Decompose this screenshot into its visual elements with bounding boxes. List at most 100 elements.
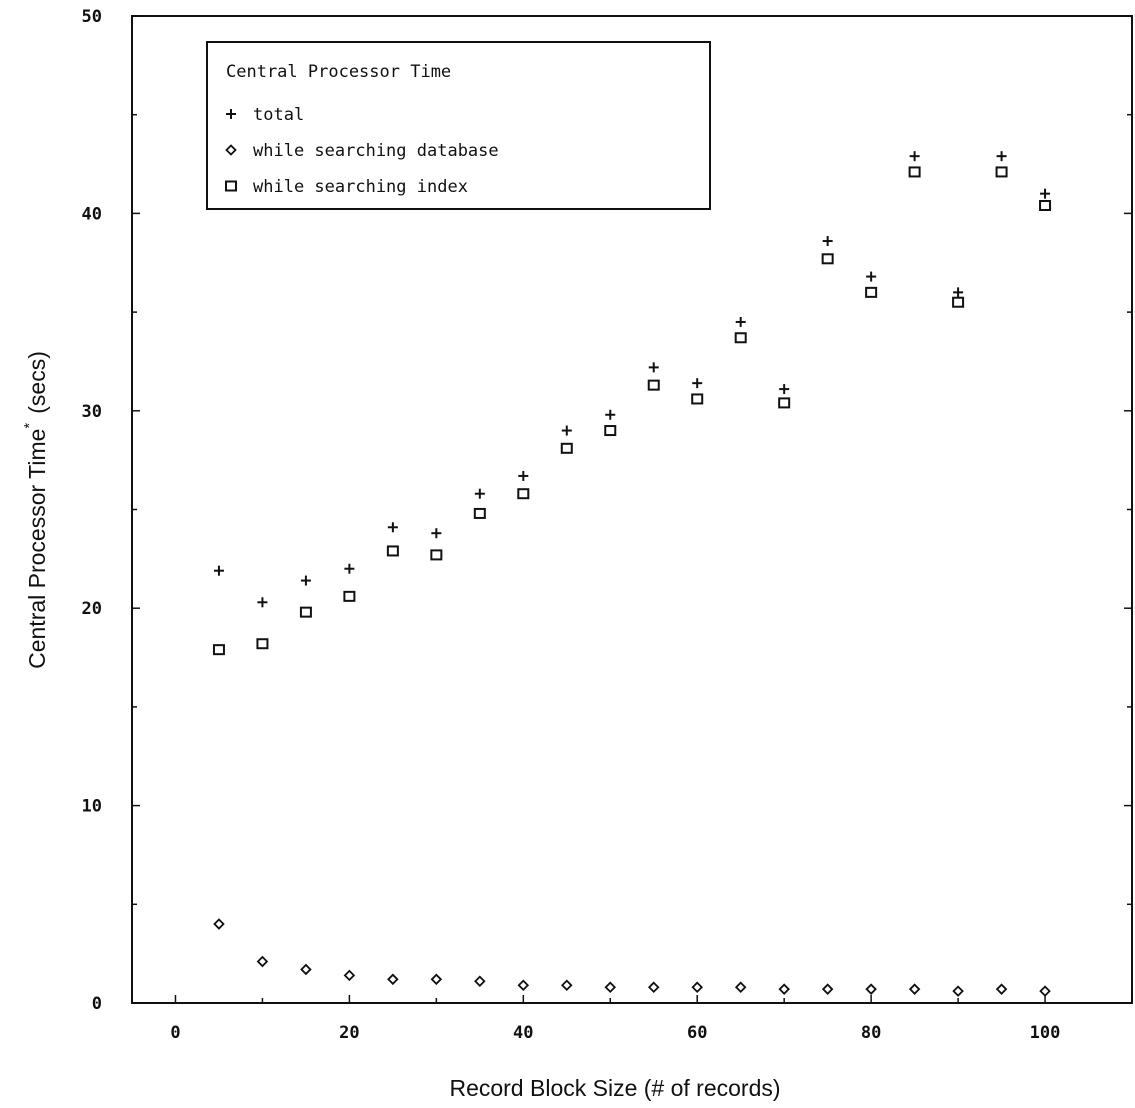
total-point	[735, 316, 746, 327]
index-point	[995, 166, 1008, 178]
index-point	[343, 590, 356, 602]
database-point	[995, 983, 1008, 995]
legend: Central Processor Time total while searc…	[206, 41, 711, 210]
x-axis-title: Record Block Size (# of records)	[449, 1075, 780, 1101]
total-point	[561, 425, 572, 436]
y-tick-label: 20	[82, 599, 102, 619]
index-point	[647, 379, 660, 391]
index-point	[212, 644, 225, 656]
index-point	[430, 549, 443, 561]
total-point	[474, 488, 485, 499]
y-axis-tick-labels: 0 10 20 30 40 50	[82, 7, 102, 1014]
database-point	[387, 973, 399, 986]
legend-plus-glyph	[226, 109, 236, 119]
total-point	[300, 575, 311, 586]
y-tick-label: 0	[92, 994, 102, 1014]
total-point	[431, 528, 442, 539]
legend-diamond-marker-icon	[225, 144, 237, 156]
index-point	[256, 638, 269, 650]
legend-square-glyph	[225, 180, 237, 192]
total-point	[866, 271, 877, 282]
x-tick-label: 20	[339, 1023, 359, 1043]
legend-title: Central Processor Time	[226, 62, 451, 82]
y-axis-title-unit: (secs)	[24, 351, 50, 414]
database-point	[213, 918, 225, 930]
total-point	[518, 470, 529, 481]
database-point	[734, 981, 747, 993]
x-tick-label: 40	[513, 1023, 533, 1043]
database-point	[952, 985, 964, 997]
database-point	[430, 973, 443, 986]
legend-item-index: while searching index	[225, 177, 468, 197]
database-point	[474, 975, 486, 988]
index-point	[1039, 200, 1052, 212]
legend-label-database: while searching database	[253, 141, 499, 161]
index-point	[517, 488, 530, 500]
total-point	[213, 565, 224, 576]
database-point	[517, 979, 530, 992]
axis-ticks	[132, 15, 1133, 1004]
database-point	[300, 963, 312, 976]
database-point	[821, 983, 834, 995]
database-point	[561, 979, 573, 992]
y-tick-label: 40	[82, 204, 102, 224]
y-axis-title-main: Central Processor Time	[24, 429, 50, 669]
x-axis-tick-labels: 0 20 40 60 80 100	[170, 1023, 1060, 1043]
index-point	[691, 393, 704, 405]
total-point	[692, 378, 703, 389]
total-point	[648, 362, 659, 373]
series-diamond	[213, 918, 1051, 997]
index-point	[604, 425, 617, 437]
y-axis-title-asterisk: *	[21, 423, 38, 429]
y-axis-title-group: Central Processor Time* (secs)	[21, 351, 50, 669]
total-point	[779, 384, 790, 395]
index-point	[734, 332, 747, 344]
legend-square-marker-icon	[225, 180, 237, 192]
total-point	[387, 522, 398, 533]
y-axis-title: Central Processor Time* (secs)	[21, 351, 50, 669]
index-point	[952, 296, 965, 308]
legend-label-total: total	[253, 105, 304, 125]
y-tick-label: 10	[82, 797, 102, 817]
database-point	[865, 983, 877, 995]
x-tick-label: 80	[861, 1023, 881, 1043]
database-point	[908, 983, 921, 995]
index-point	[908, 166, 921, 178]
data-points	[212, 151, 1052, 997]
database-point	[343, 969, 356, 982]
total-point	[953, 287, 964, 298]
total-point	[605, 409, 616, 420]
series-square	[212, 166, 1052, 656]
database-point	[691, 981, 703, 993]
total-point	[344, 563, 355, 574]
total-point	[822, 236, 833, 247]
database-point	[604, 981, 617, 993]
legend-item-total: total	[226, 105, 304, 125]
index-point	[386, 545, 399, 557]
x-tick-label: 100	[1030, 1023, 1061, 1043]
index-point	[821, 253, 834, 265]
database-point	[1039, 985, 1051, 997]
legend-label-index: while searching index	[253, 177, 468, 197]
y-tick-label: 50	[82, 7, 102, 27]
legend-diamond-glyph	[225, 144, 237, 156]
x-tick-label: 0	[170, 1023, 180, 1043]
legend-plus-marker-icon	[226, 109, 236, 119]
total-point	[909, 151, 920, 162]
total-point	[1040, 188, 1051, 199]
database-point	[256, 955, 269, 968]
database-point	[647, 981, 660, 993]
index-point	[299, 606, 312, 618]
x-tick-label: 60	[687, 1023, 707, 1043]
total-point	[257, 597, 268, 608]
database-point	[778, 983, 790, 995]
index-point	[560, 442, 573, 454]
y-tick-label: 30	[82, 402, 102, 422]
legend-box	[206, 41, 711, 210]
series-plus	[213, 151, 1051, 608]
total-point	[996, 151, 1007, 162]
index-point	[473, 507, 486, 519]
legend-item-database: while searching database	[225, 141, 499, 161]
